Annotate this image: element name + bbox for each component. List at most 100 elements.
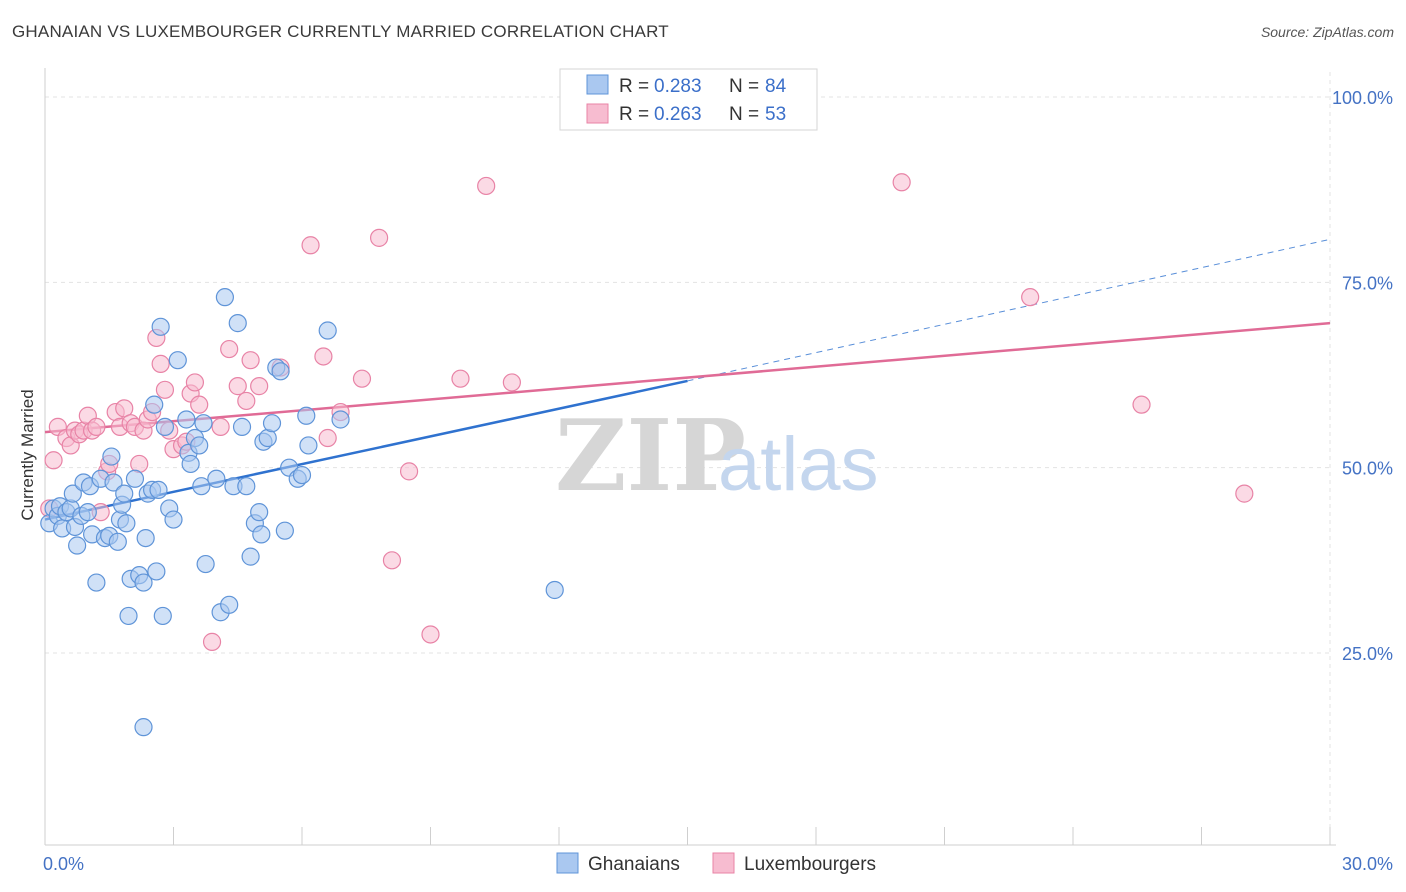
ghanaians-point-73 xyxy=(297,406,316,425)
luxembourgers-point-48 xyxy=(399,462,419,481)
ghanaians-point-58 xyxy=(232,417,252,436)
luxembourgers-point-43 xyxy=(318,428,337,448)
legend-n-value-1: 53 xyxy=(765,104,786,125)
ghanaians-point-12 xyxy=(78,503,97,522)
ghanaians-point-51 xyxy=(196,554,215,574)
y-tick-labels: 25.0% 50.0% 75.0% 100.0% xyxy=(1332,88,1393,664)
ghanaians-point-32 xyxy=(136,528,155,548)
ghanaians-point-35 xyxy=(145,395,164,414)
ghanaians-point-38 xyxy=(151,317,170,336)
watermark: ZIP atlas xyxy=(555,399,879,514)
luxembourgers-point-10 xyxy=(87,417,106,436)
axes xyxy=(44,68,1336,846)
ghanaians-point-62 xyxy=(250,503,269,522)
ghanaians-point-60 xyxy=(241,547,260,566)
series-legend-label-luxembourgers: Luxembourgers xyxy=(744,854,876,875)
ghanaians-point-7 xyxy=(63,484,82,503)
luxembourgers-point-45 xyxy=(352,369,372,388)
ghanaians-point-31 xyxy=(134,718,153,737)
ghanaians-point-48 xyxy=(190,436,209,455)
luxembourgers-point-31 xyxy=(185,373,205,392)
ghanaians-points xyxy=(40,288,564,737)
luxembourgers-point-36 xyxy=(228,377,247,396)
ghanaians-point-68 xyxy=(271,362,290,381)
luxembourgers-point-32 xyxy=(190,395,209,414)
luxembourgers-point-34 xyxy=(211,417,230,436)
luxembourgers-point-37 xyxy=(237,391,256,411)
luxembourgers-point-53 xyxy=(892,173,911,192)
ghanaians-point-30 xyxy=(134,573,153,592)
y-tick-label-25: 25.0% xyxy=(1342,644,1393,664)
x-tick-label-min: 0.0% xyxy=(43,854,84,874)
ghanaians-point-19 xyxy=(102,447,121,466)
luxembourgers-point-35 xyxy=(220,339,239,359)
series-legend: Ghanaians Luxembourgers xyxy=(556,852,876,875)
ghanaians-point-39 xyxy=(153,606,172,626)
y-tick-label-50: 50.0% xyxy=(1342,459,1393,479)
luxembourgers-point-41 xyxy=(301,236,320,255)
ghanaians-point-44 xyxy=(177,410,196,429)
luxembourgers-point-39 xyxy=(250,377,269,396)
series-legend-swatch-ghanaians xyxy=(556,852,579,874)
luxembourgers-point-54 xyxy=(1021,288,1040,307)
ghanaians-trend-extension xyxy=(687,238,1331,382)
x-tick-label-max: 30.0% xyxy=(1342,854,1393,874)
y-tick-label-100: 100.0% xyxy=(1332,88,1393,108)
luxembourgers-point-56 xyxy=(1235,484,1254,503)
ghanaians-point-9 xyxy=(68,536,87,555)
ghanaians-point-75 xyxy=(318,321,337,340)
ghanaians-point-42 xyxy=(164,510,183,529)
ghanaians-point-57 xyxy=(228,314,247,333)
y-tick-label-75: 75.0% xyxy=(1342,273,1393,293)
ghanaians-point-50 xyxy=(194,414,213,433)
ghanaians-point-66 xyxy=(262,414,282,433)
luxembourgers-point-33 xyxy=(202,632,222,651)
legend-n-value-0: 84 xyxy=(765,76,787,97)
ghanaians-point-54 xyxy=(215,288,234,307)
stats-legend-swatch-luxembourgers xyxy=(586,103,609,124)
ghanaians-point-52 xyxy=(207,469,226,488)
ghanaians-point-36 xyxy=(147,562,166,581)
luxembourgers-point-50 xyxy=(451,369,470,388)
source-label: Source: ZipAtlas.com xyxy=(1260,24,1394,40)
ghanaians-point-40 xyxy=(155,417,175,436)
ghanaians-point-55 xyxy=(220,595,239,614)
ghanaians-point-21 xyxy=(108,532,127,551)
ghanaians-point-63 xyxy=(252,525,271,544)
series-legend-swatch-luxembourgers xyxy=(712,852,735,874)
y-axis-label: Currently Married xyxy=(18,389,37,520)
ghanaians-point-49 xyxy=(192,477,211,496)
luxembourgers-point-55 xyxy=(1132,395,1151,414)
ghanaians-point-26 xyxy=(119,606,138,626)
ghanaians-point-72 xyxy=(292,465,312,485)
ghanaians-point-74 xyxy=(299,436,318,455)
luxembourgers-point-38 xyxy=(241,351,260,370)
ghanaians-point-37 xyxy=(149,480,168,500)
luxembourgers-point-25 xyxy=(155,380,175,399)
ghanaians-point-69 xyxy=(275,521,294,540)
ghanaians-point-76 xyxy=(331,410,350,429)
x-tick-labels: 0.0% 30.0% xyxy=(43,854,1393,874)
chart-title: GHANAIAN VS LUXEMBOURGER CURRENTLY MARRI… xyxy=(12,22,669,41)
legend-r-value-1: 0.263 xyxy=(654,104,702,125)
luxembourgers-point-1 xyxy=(44,451,63,470)
luxembourgers-point-42 xyxy=(314,347,333,366)
luxembourgers-point-24 xyxy=(151,354,170,373)
ghanaians-point-77 xyxy=(545,580,564,600)
ghanaians-point-28 xyxy=(125,469,145,488)
ghanaians-point-20 xyxy=(104,473,123,492)
legend-n-label-1: N = xyxy=(729,104,759,125)
legend-r-label-1: R = xyxy=(619,104,649,125)
ghanaians-point-25 xyxy=(117,514,136,533)
ghanaians-point-46 xyxy=(181,454,200,474)
ghanaians-point-59 xyxy=(237,477,256,496)
watermark-zip: ZIP xyxy=(555,399,746,514)
stats-legend-swatch-ghanaians xyxy=(586,74,609,95)
luxembourgers-point-51 xyxy=(477,176,496,196)
legend-r-label-0: R = xyxy=(619,76,649,97)
legend-n-label-0: N = xyxy=(729,76,759,97)
luxembourgers-point-47 xyxy=(382,551,402,570)
ghanaians-point-24 xyxy=(115,484,134,503)
legend-r-value-0: 0.283 xyxy=(654,76,702,97)
ghanaians-point-43 xyxy=(168,351,187,370)
